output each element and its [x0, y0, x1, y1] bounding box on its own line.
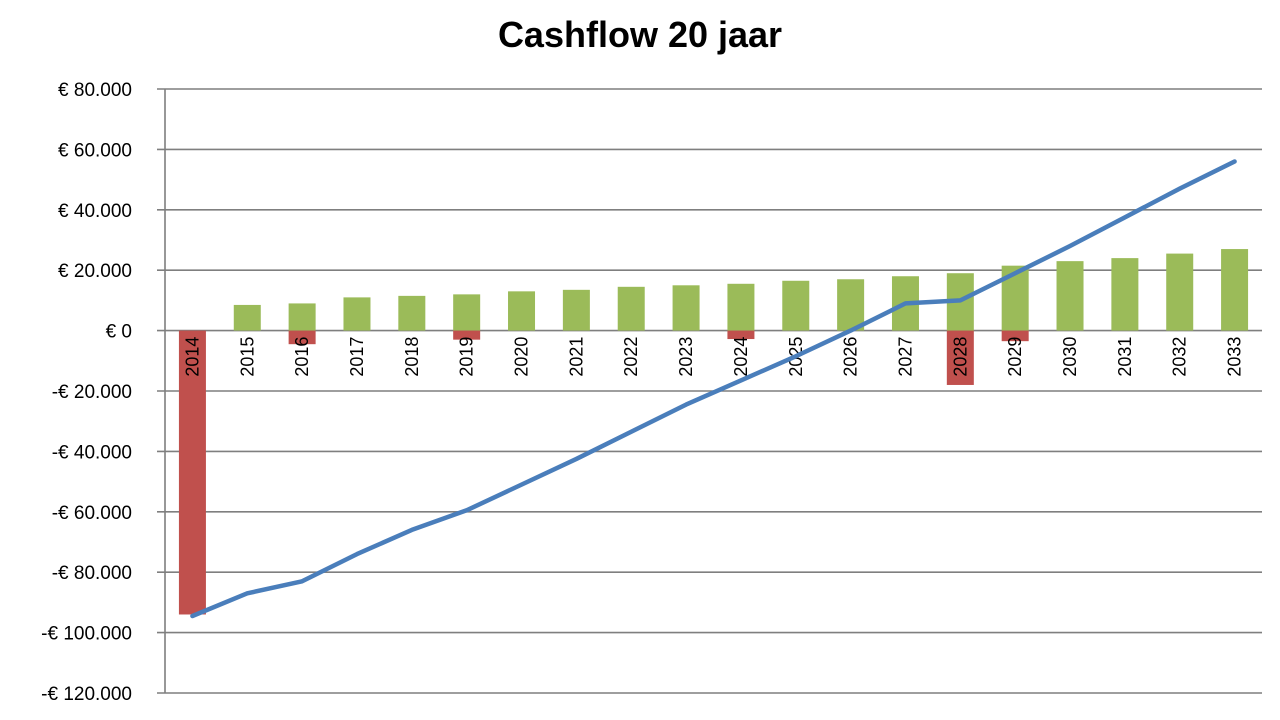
category-label: 2014	[182, 337, 202, 377]
y-tick-label: € 40.000	[58, 201, 132, 222]
bar	[782, 280, 810, 331]
category-label: 2017	[347, 337, 367, 377]
y-tick-label: -€ 40.000	[52, 442, 132, 463]
chart-title: Cashflow 20 jaar	[497, 14, 783, 55]
bar	[562, 289, 590, 331]
bar	[672, 285, 700, 331]
category-label: 2029	[1005, 337, 1025, 377]
category-label: 2022	[621, 337, 641, 377]
bar	[288, 330, 316, 345]
category-label: 2030	[1060, 337, 1080, 377]
category-label: 2033	[1225, 337, 1245, 377]
bar	[508, 291, 536, 331]
category-label: 2031	[1115, 337, 1135, 377]
category-label: 2024	[731, 337, 751, 377]
bar	[1221, 249, 1249, 331]
bar	[837, 279, 865, 331]
bar	[727, 283, 755, 331]
y-tick-label: € 80.000	[58, 80, 132, 101]
bar	[398, 295, 426, 331]
bar	[178, 330, 206, 615]
category-label: 2026	[841, 337, 861, 377]
category-label: 2016	[292, 337, 312, 377]
category-label: 2018	[402, 337, 422, 377]
category-label: 2015	[237, 337, 257, 377]
y-tick-label: -€ 100.000	[41, 624, 132, 645]
category-label: 2028	[950, 337, 970, 377]
category-label: 2023	[676, 337, 696, 377]
category-label: 2027	[895, 337, 915, 377]
bar	[288, 303, 316, 331]
category-label: 2032	[1170, 337, 1190, 377]
y-tick-label: -€ 20.000	[52, 382, 132, 403]
y-tick-label: € 20.000	[58, 261, 132, 282]
bar	[1056, 261, 1084, 331]
category-label: 2019	[457, 337, 477, 377]
bar	[1001, 330, 1029, 342]
category-label: 2020	[512, 337, 532, 377]
bar	[617, 286, 645, 331]
bar	[1111, 258, 1139, 331]
bar	[343, 297, 371, 331]
bar	[233, 304, 261, 331]
y-tick-label: -€ 80.000	[52, 563, 132, 584]
bar	[453, 294, 481, 331]
bar	[1166, 253, 1194, 331]
y-tick-label: -€ 60.000	[52, 503, 132, 524]
y-tick-label: € 0	[106, 322, 132, 343]
y-tick-label: € 60.000	[58, 140, 132, 161]
y-tick-label: -€ 120.000	[41, 684, 132, 705]
category-label: 2021	[566, 337, 586, 377]
cumulative-line	[190, 159, 1237, 619]
bar	[946, 330, 974, 385]
bar	[453, 330, 481, 340]
bar	[727, 330, 755, 340]
